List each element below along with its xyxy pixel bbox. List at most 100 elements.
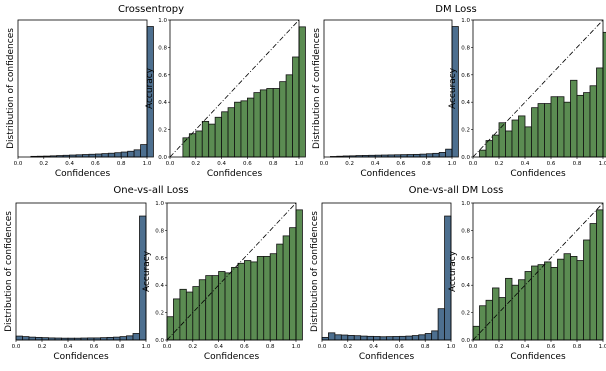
fig4-reliability-bar-13 [558, 259, 565, 340]
fig3-histogram-bar-0 [16, 336, 23, 340]
fig3-reliability-ytick-label-3: 0.6 [155, 256, 164, 262]
fig2-histogram-bar-16 [426, 154, 432, 157]
fig2-histogram-bar-18 [439, 152, 445, 157]
fig3-histogram-ylabel: Distribution of confidences [4, 211, 14, 332]
fig4-histogram-bar-2 [335, 335, 341, 340]
fig3-reliability-xtick-label-1: 0.2 [188, 344, 197, 350]
fig2-reliability-xtick-label-5: 1.0 [599, 161, 606, 167]
fig4-reliability-bar-14 [564, 254, 571, 340]
fig3-reliability-bar-13 [251, 262, 257, 340]
fig1-reliability-xtick-label-3: 0.6 [243, 161, 252, 167]
fig4-histogram-xlabel: Confidences [359, 352, 415, 362]
fig3-reliability-ytick-label-2: 0.4 [155, 283, 164, 289]
fig2-reliability-bar-18 [597, 68, 604, 157]
fig3-histogram-bar-16 [120, 337, 127, 340]
fig2-histogram-xlabel: Confidences [360, 169, 416, 179]
fig2-reliability-bar-4 [506, 131, 513, 157]
fig2-reliability-ytick-label-1: 0.2 [461, 128, 470, 134]
fig4-reliability-ytick-label-3: 0.6 [461, 256, 470, 262]
fig2-reliability-bar-0 [480, 150, 487, 157]
fig1-histogram-xtick-label-0: 0.0 [14, 161, 23, 167]
fig4-reliability-xtick-label-3: 0.6 [547, 344, 556, 350]
fig3-histogram-bar-18 [133, 333, 140, 340]
fig2-histogram-bar-17 [433, 153, 439, 157]
fig2-reliability-ylabel: Accuracy [448, 67, 458, 109]
fig3-reliability-bar-19 [290, 228, 296, 340]
fig2-histogram-bar-15 [420, 154, 426, 157]
fig3-reliability-xtick-label-3: 0.6 [240, 344, 249, 350]
fig1-histogram-xtick-label-3: 0.6 [91, 161, 100, 167]
fig4-histogram-xtick-label-5: 1.0 [447, 344, 456, 350]
fig3-reliability-ytick-label-4: 0.8 [155, 228, 164, 234]
fig3-reliability-ytick-label-1: 0.2 [155, 311, 164, 317]
fig2-reliability-bar-17 [590, 86, 597, 157]
fig1-reliability-bar-6 [222, 112, 228, 157]
fig4-histogram-bar-14 [412, 336, 418, 340]
fig3-reliability-bar-16 [270, 254, 276, 340]
fig2-reliability-bar-11 [551, 97, 558, 157]
fig4-histogram-bar-1 [328, 333, 334, 340]
fig3-histogram-xtick-label-4: 0.8 [116, 344, 125, 350]
fig1-reliability-xlabel: Confidences [207, 169, 263, 179]
fig4-histogram-xtick-label-3: 0.6 [395, 344, 404, 350]
fig2-reliability-bar-3 [499, 123, 506, 157]
fig3-reliability-ytick-label-0: 0.0 [155, 338, 164, 344]
fig2-histogram-bar-19 [446, 149, 452, 157]
fig3-reliability-bar-8 [219, 272, 225, 341]
fig4-reliability-xtick-label-0: 0.0 [469, 344, 478, 350]
fig4-reliability-bar-10 [538, 265, 545, 340]
fig4-reliability-bar-5 [506, 278, 513, 340]
fig3-histogram-bar-1 [23, 337, 30, 340]
fig3-reliability-bar-11 [238, 263, 244, 340]
fig1-histogram-frame [18, 20, 147, 157]
fig3-histogram-bar-2 [29, 337, 36, 340]
fig3-histogram-xlabel: Confidences [53, 352, 109, 362]
fig4-reliability-xtick-label-5: 1.0 [599, 344, 606, 350]
fig1-histogram-bar-14 [108, 153, 114, 157]
fig1-reliability-bar-5 [215, 117, 221, 157]
fig3-reliability-bar-14 [257, 256, 263, 340]
fig4-histogram-bar-7 [367, 336, 373, 340]
fig3-histogram-bar-15 [114, 337, 121, 340]
fig3-histogram-frame [16, 203, 146, 340]
fig4-histogram-ylabel: Distribution of confidences [310, 211, 320, 332]
fig2-histogram-xtick-label-0: 0.0 [320, 161, 329, 167]
fig1-reliability-bar-11 [254, 93, 260, 157]
fig1-reliability-xtick-label-4: 0.8 [269, 161, 278, 167]
fig1-reliability-ytick-label-5: 1.0 [158, 18, 167, 24]
fig4-reliability-bar-4 [499, 298, 506, 340]
fig4-reliability-bar-15 [571, 256, 578, 340]
fig2-reliability-bar-13 [564, 102, 571, 157]
fig2-reliability-xtick-label-1: 0.2 [495, 161, 504, 167]
fig3-histogram-xtick-label-0: 0.0 [12, 344, 21, 350]
fig1-reliability-xtick-label-5: 1.0 [295, 161, 304, 167]
fig1-reliability-bar-17 [293, 57, 299, 157]
fig1-histogram-xlabel: Confidences [55, 169, 111, 179]
fig4-reliability-ytick-label-2: 0.4 [461, 283, 470, 289]
fig1-histogram-bar-19 [141, 145, 147, 157]
fig4-histogram-bar-15 [419, 335, 425, 340]
fig2-reliability-xtick-label-3: 0.6 [547, 161, 556, 167]
fig1-reliability-xtick-label-1: 0.2 [191, 161, 200, 167]
fig3-histogram-xtick-label-1: 0.2 [38, 344, 47, 350]
fig2-histogram-xtick-label-4: 0.8 [422, 161, 431, 167]
fig3-histogram-xtick-label-5: 1.0 [142, 344, 151, 350]
fig3-reliability-bar-18 [283, 236, 289, 340]
fig1-reliability-bar-12 [260, 90, 266, 157]
fig1-reliability-ytick-label-2: 0.4 [158, 100, 167, 106]
fig4-histogram-bar-10 [387, 337, 393, 340]
fig4-histogram-bar-18 [438, 309, 444, 340]
fig3-reliability-bar-6 [206, 276, 212, 340]
fig2-histogram-xtick-label-5: 1.0 [448, 161, 457, 167]
fig4-reliability-ytick-label-0: 0.0 [461, 338, 470, 344]
fig4-histogram-bar-5 [354, 336, 360, 340]
fig2-histogram-xtick-label-1: 0.2 [345, 161, 354, 167]
fig3-reliability-bar-4 [193, 287, 199, 340]
fig4-histogram-bar-8 [374, 336, 380, 340]
fig4-reliability-bar-0 [473, 326, 480, 340]
fig3-reliability-bar-10 [232, 267, 238, 340]
fig2-reliability-bar-6 [519, 116, 526, 157]
fig2-reliability-bar-15 [577, 95, 584, 157]
fig2-reliability-ytick-label-0: 0.0 [461, 155, 470, 161]
